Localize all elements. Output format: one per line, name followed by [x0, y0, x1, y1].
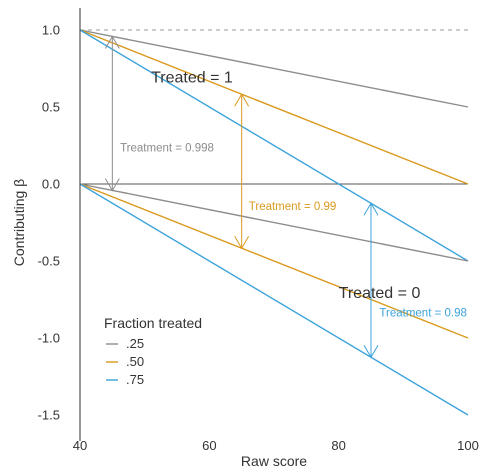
arrow-head-bottom	[104, 178, 120, 192]
arrow-head-top	[104, 35, 120, 49]
legend: Fraction treated .25 .50 .75	[104, 315, 202, 387]
legend-label: .25	[126, 336, 144, 351]
y-axis-title: Contributing β	[11, 179, 27, 266]
annotation-1: Treated = 0	[339, 285, 421, 302]
annotations: Treated = 1 Treated = 0 Treatment = 0.998 T…	[120, 69, 467, 319]
y-tick-label: -1.5	[38, 408, 60, 423]
y-tick-label: 0.0	[42, 177, 60, 192]
treatment-arrow-1	[234, 93, 250, 250]
annotation-2: Treatment = 0.998	[120, 143, 214, 155]
series-line-4	[79, 183, 469, 339]
series-line-5	[79, 183, 469, 416]
arrow-head-bottom	[363, 344, 379, 359]
y-tick-label: 0.5	[42, 100, 60, 115]
arrow-head-bottom	[234, 235, 250, 250]
legend-label: .50	[126, 354, 144, 369]
axes: 1.0 0.5 0.0 -0.5 -1.0 -1.5 40 60 80 100 Raw score C…	[11, 8, 479, 469]
series-line-3	[79, 183, 469, 262]
arrow-head-top	[363, 202, 379, 216]
y-tick-label: -1.0	[38, 331, 60, 346]
arrow-head-top	[234, 93, 250, 107]
y-tick-label: 1.0	[42, 23, 60, 38]
series-line-1	[79, 29, 469, 185]
annotation-4: Treatment = 0.98	[379, 307, 466, 319]
plot-area	[79, 29, 469, 416]
series-line-0	[79, 29, 469, 108]
legend-label: .75	[126, 372, 144, 387]
treatment-arrow-2	[363, 202, 379, 359]
treatment-arrow-0	[104, 35, 120, 192]
legend-title: Fraction treated	[104, 315, 202, 331]
annotation-3: Treatment = 0.99	[249, 201, 336, 213]
x-tick-label: 40	[73, 438, 87, 453]
x-tick-label: 60	[202, 438, 216, 453]
annotation-0: Treated = 1	[151, 69, 233, 86]
series-line-2	[79, 29, 469, 262]
x-axis-title: Raw score	[241, 453, 307, 469]
x-tick-label: 100	[457, 438, 479, 453]
y-tick-label: -0.5	[38, 254, 60, 269]
x-tick-label: 80	[331, 438, 345, 453]
